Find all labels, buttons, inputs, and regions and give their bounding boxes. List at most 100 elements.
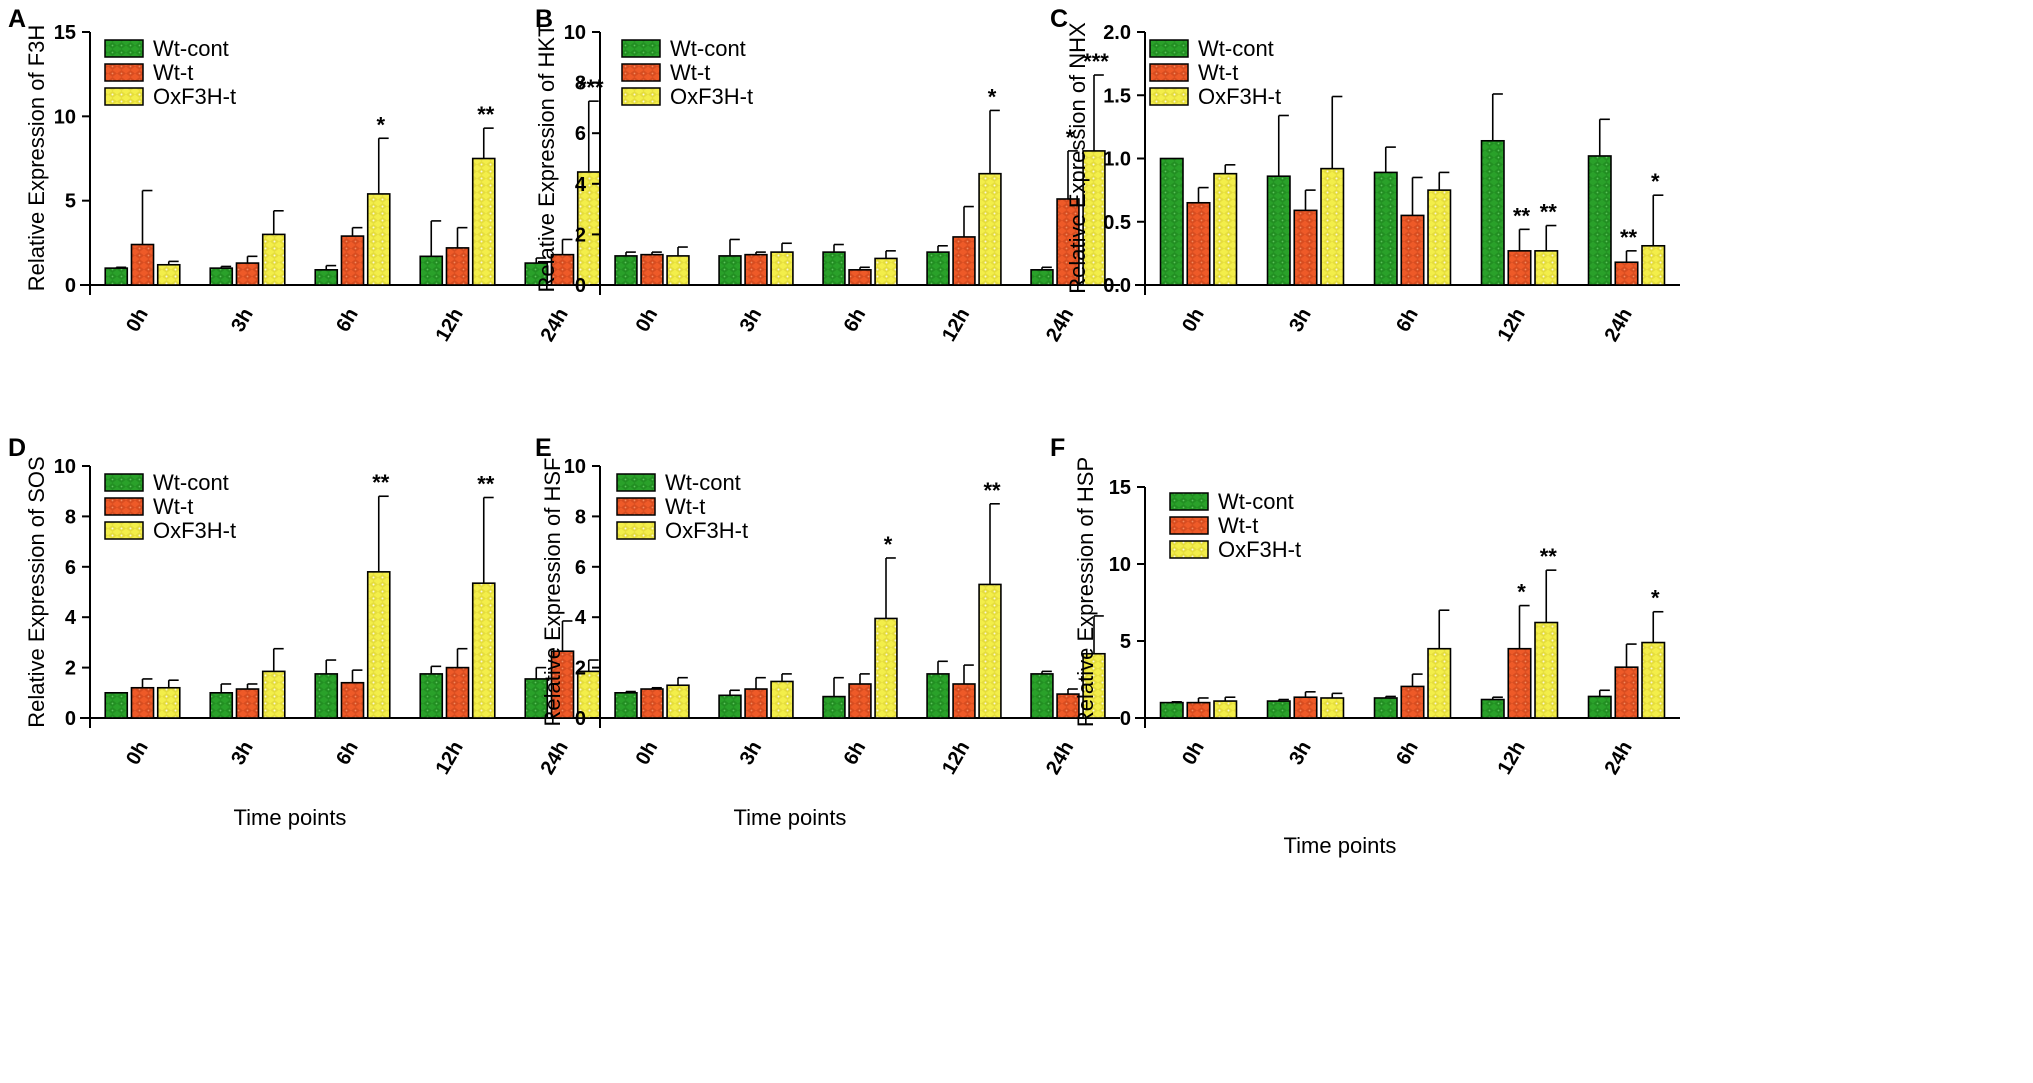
bar-oxf3h-t-3h [1320, 697, 1345, 719]
x-tick-label: 3h [227, 305, 258, 336]
bar-wt-cont-0h [1159, 701, 1184, 719]
bar-wt-t-24h [1614, 261, 1639, 286]
bar-oxf3h-t-12h [471, 157, 496, 286]
significance-marker: * [988, 84, 997, 109]
legend-label: Wt-t [1198, 60, 1238, 85]
significance-marker: * [376, 112, 385, 137]
bar-oxf3h-t-0h [666, 255, 690, 286]
y-tick-label: 15 [1109, 477, 1131, 499]
legend-label: Wt-t [670, 60, 710, 85]
significance-marker: * [1651, 586, 1660, 611]
x-tick-label: 24h [537, 738, 573, 779]
legend-label: Wt-cont [1198, 36, 1274, 61]
y-tick-label: 2.0 [1103, 22, 1131, 44]
bar-wt-t-3h [1293, 696, 1318, 719]
y-tick-label: 5 [1120, 631, 1131, 653]
bar-oxf3h-t-24h [1641, 244, 1666, 286]
panel-letter: C [1050, 5, 1068, 33]
x-tick-label: 24h [1042, 738, 1078, 779]
bar-oxf3h-t-3h [770, 251, 794, 286]
bar-oxf3h-t-0h [156, 263, 181, 286]
bar-wt-cont-3h [209, 267, 234, 286]
x-tick-label: 3h [227, 738, 258, 769]
bar-wt-cont-12h [419, 673, 444, 719]
bar-oxf3h-t-6h [874, 617, 898, 719]
legend-label: Wt-t [1218, 513, 1258, 538]
bar-wt-t-0h [640, 688, 664, 719]
significance-marker: ** [1513, 203, 1531, 228]
legend-swatch-oxf3h-t [104, 521, 144, 540]
bar-wt-cont-0h [1159, 157, 1184, 286]
bar-wt-cont-3h [718, 255, 742, 286]
y-tick-label: 0 [65, 708, 76, 730]
x-tick-label: 6h [332, 305, 363, 336]
x-tick-label: 6h [1392, 738, 1423, 769]
legend-swatch-wt-t [104, 497, 144, 516]
bar-wt-t-0h [1186, 701, 1211, 719]
x-tick-label: 6h [840, 738, 871, 769]
bar-wt-cont-6h [314, 673, 339, 719]
significance-marker: * [1517, 580, 1526, 605]
legend-label: Wt-t [665, 494, 705, 519]
bar-wt-t-6h [848, 269, 872, 286]
bar-wt-cont-24h [1030, 269, 1054, 286]
y-tick-label: 6 [575, 123, 586, 145]
y-tick-label: 0 [575, 708, 586, 730]
x-tick-label: 0h [632, 738, 663, 769]
x-tick-label: 3h [1285, 305, 1316, 336]
y-tick-label: 8 [575, 73, 586, 95]
y-axis-label: Relative Expression of SOS [24, 456, 49, 727]
significance-marker: ** [1540, 200, 1558, 225]
legend-swatch-wt-cont [104, 39, 144, 58]
x-tick-label: 12h [938, 738, 974, 779]
y-tick-label: 2 [575, 224, 586, 246]
y-tick-label: 0.5 [1103, 212, 1131, 234]
bar-wt-t-12h [445, 666, 470, 719]
x-tick-label: 24h [1601, 738, 1637, 779]
y-tick-label: 1.0 [1103, 149, 1131, 171]
legend-label: OxF3H-t [153, 84, 236, 109]
x-tick-label: 12h [1494, 305, 1530, 346]
bar-oxf3h-t-0h [1213, 172, 1238, 286]
bar-oxf3h-t-0h [666, 684, 690, 719]
bar-oxf3h-t-3h [770, 680, 794, 719]
bar-wt-cont-3h [209, 691, 234, 719]
x-tick-label: 3h [736, 305, 767, 336]
legend-label: OxF3H-t [670, 84, 753, 109]
x-tick-label: 24h [1042, 305, 1078, 346]
y-tick-label: 15 [54, 22, 76, 44]
legend-swatch-wt-cont [616, 473, 656, 492]
legend-swatch-oxf3h-t [616, 521, 656, 540]
x-tick-label: 6h [840, 305, 871, 336]
legend-label: Wt-cont [670, 36, 746, 61]
x-axis-label: Time points [1284, 833, 1397, 858]
legend-swatch-wt-t [616, 497, 656, 516]
x-axis-label: Time points [234, 805, 347, 830]
bar-wt-cont-12h [1480, 139, 1505, 286]
x-tick-label: 12h [938, 305, 974, 346]
bar-wt-cont-6h [1373, 171, 1398, 286]
y-tick-label: 4 [575, 174, 587, 196]
x-axis-label: Time points [734, 805, 847, 830]
panel-letter: E [535, 434, 552, 462]
legend-label: OxF3H-t [665, 518, 748, 543]
legend-swatch-wt-t [104, 63, 144, 82]
y-tick-label: 5 [65, 191, 76, 213]
bar-wt-t-3h [235, 688, 260, 719]
bar-wt-t-3h [744, 688, 768, 719]
bar-wt-cont-6h [1373, 697, 1398, 719]
x-tick-label: 12h [1494, 738, 1530, 779]
significance-marker: * [884, 532, 893, 557]
bar-wt-t-12h [1507, 250, 1532, 286]
bar-wt-t-6h [848, 683, 872, 719]
bar-wt-cont-24h [1587, 155, 1612, 286]
x-tick-label: 6h [332, 738, 363, 769]
bar-oxf3h-t-0h [156, 686, 181, 719]
